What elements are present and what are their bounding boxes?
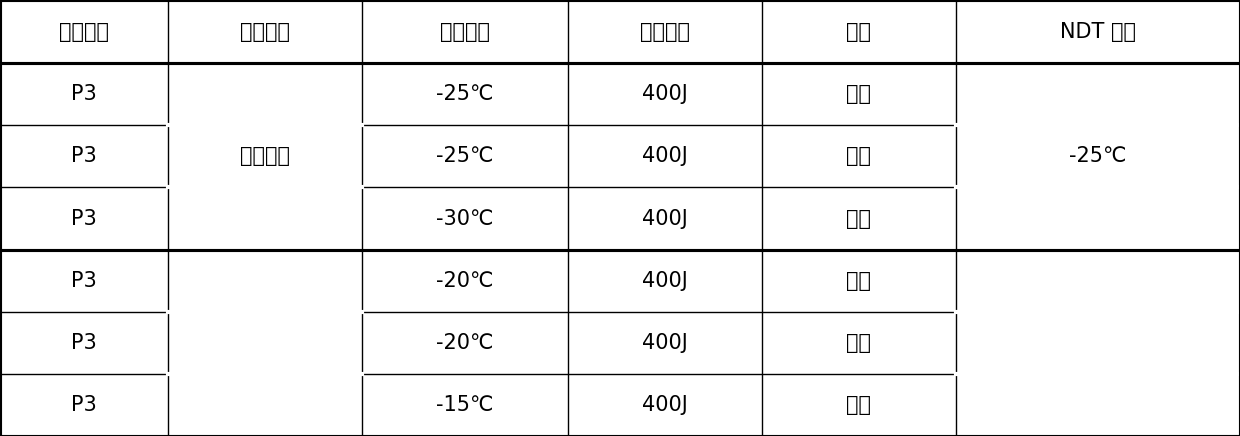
Text: 未断: 未断 bbox=[847, 146, 872, 167]
Text: -20℃: -20℃ bbox=[436, 271, 494, 291]
Text: 400J: 400J bbox=[642, 395, 688, 415]
Text: -25℃: -25℃ bbox=[1069, 146, 1127, 167]
Text: 落锤能量: 落锤能量 bbox=[640, 22, 691, 41]
Text: P3: P3 bbox=[71, 395, 97, 415]
Text: P3: P3 bbox=[71, 333, 97, 353]
Text: P3: P3 bbox=[71, 208, 97, 228]
Text: -20℃: -20℃ bbox=[436, 333, 494, 353]
Text: 400J: 400J bbox=[642, 271, 688, 291]
Text: -30℃: -30℃ bbox=[436, 208, 494, 228]
Text: P3: P3 bbox=[71, 271, 97, 291]
Text: P3: P3 bbox=[71, 84, 97, 104]
Text: 断裂: 断裂 bbox=[847, 271, 872, 291]
Text: 结果: 结果 bbox=[847, 22, 872, 41]
Text: 断裂: 断裂 bbox=[847, 395, 872, 415]
Text: 断裂: 断裂 bbox=[847, 208, 872, 228]
Text: 断裂: 断裂 bbox=[847, 333, 872, 353]
Text: 400J: 400J bbox=[642, 333, 688, 353]
Text: 近外表面: 近外表面 bbox=[239, 146, 290, 167]
Text: 试样位置: 试样位置 bbox=[239, 22, 290, 41]
Text: -25℃: -25℃ bbox=[436, 84, 494, 104]
Text: 400J: 400J bbox=[642, 208, 688, 228]
Text: -25℃: -25℃ bbox=[436, 146, 494, 167]
Text: 试验温度: 试验温度 bbox=[440, 22, 490, 41]
Text: 400J: 400J bbox=[642, 84, 688, 104]
Text: NDT 温度: NDT 温度 bbox=[1060, 22, 1136, 41]
Text: 400J: 400J bbox=[642, 146, 688, 167]
Text: P3: P3 bbox=[71, 146, 97, 167]
Text: 未断: 未断 bbox=[847, 84, 872, 104]
Text: -15℃: -15℃ bbox=[436, 395, 494, 415]
Text: 试样规格: 试样规格 bbox=[60, 22, 109, 41]
